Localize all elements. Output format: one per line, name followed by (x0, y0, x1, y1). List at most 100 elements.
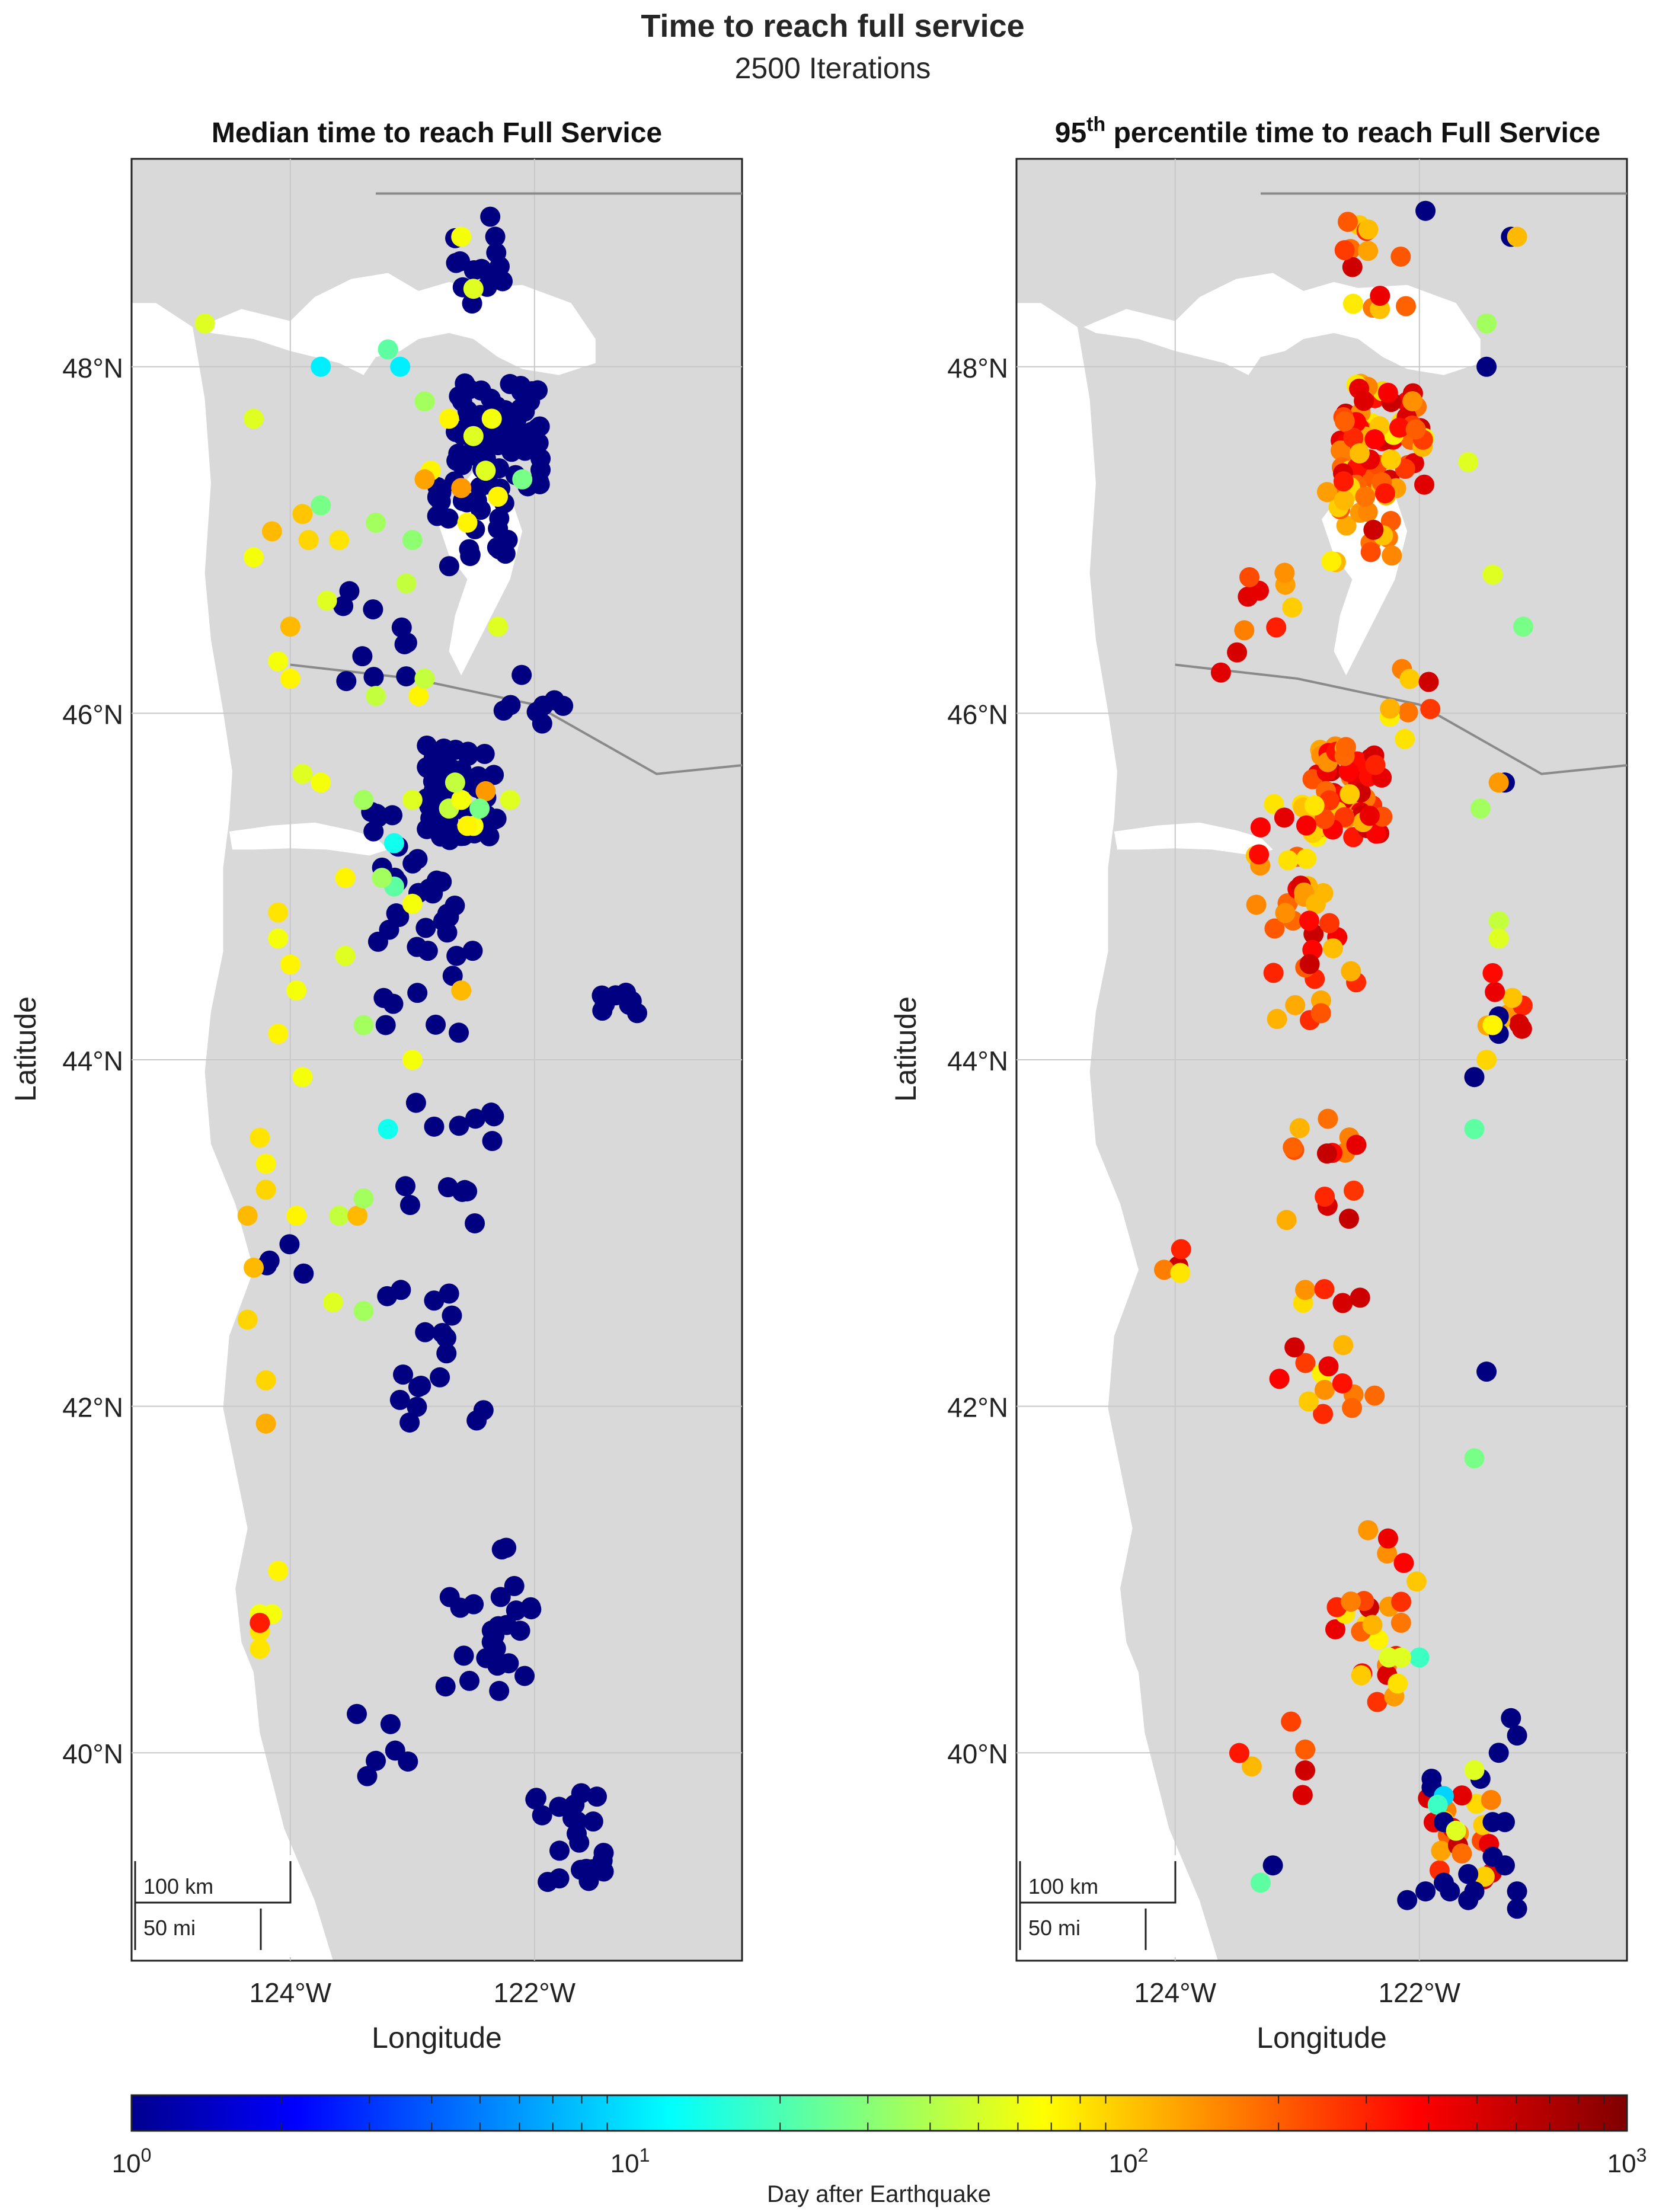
data-point (1452, 1843, 1472, 1864)
data-point (311, 772, 331, 793)
data-point (583, 1811, 603, 1832)
data-point (1488, 911, 1509, 932)
data-point (317, 590, 337, 611)
data-point (508, 422, 529, 443)
data-point (1314, 1278, 1335, 1299)
data-point (512, 469, 533, 490)
data-point (1396, 296, 1417, 317)
data-point (1262, 1855, 1283, 1876)
data-point (1360, 542, 1381, 562)
data-point (347, 1703, 367, 1724)
colorbar: 100 101 102 103 Day after Earthquake (112, 2094, 1647, 2207)
data-point (402, 893, 423, 914)
data-point (250, 1638, 270, 1659)
data-point (335, 868, 356, 888)
data-point (1458, 1890, 1479, 1910)
data-point (367, 931, 388, 952)
data-point (462, 941, 483, 961)
data-point (438, 508, 459, 529)
data-point (352, 646, 373, 667)
y-tick-label: 48°N (947, 353, 1008, 383)
data-point (398, 1751, 418, 1772)
data-point (1284, 1337, 1305, 1358)
panel-95th-scalebar: 100 km 50 mi (1018, 1855, 1178, 1957)
data-point (353, 1300, 374, 1321)
data-point (311, 356, 331, 377)
data-point (1323, 938, 1344, 958)
scalebar-km: 100 km (143, 1874, 213, 1898)
data-point (459, 1670, 480, 1691)
data-point (395, 1176, 415, 1197)
data-point (449, 1022, 469, 1043)
y-tick-label: 42°N (947, 1392, 1008, 1423)
data-point (473, 1400, 494, 1421)
data-point (420, 808, 441, 829)
data-point (1390, 1612, 1411, 1633)
data-point (592, 1850, 613, 1871)
data-point (244, 408, 264, 429)
data-point (261, 521, 282, 542)
data-point (1458, 1863, 1479, 1884)
data-point (1482, 564, 1503, 585)
data-point (1310, 1003, 1331, 1024)
data-point (373, 987, 394, 1008)
panel-95th-xlabel: Longitude (1257, 2021, 1387, 2054)
data-point (484, 810, 504, 830)
data-point (1488, 928, 1509, 949)
data-point (1364, 1385, 1385, 1406)
data-point (1341, 961, 1361, 982)
data-point (396, 666, 417, 687)
data-point (514, 401, 535, 422)
data-point (268, 1024, 289, 1044)
data-point (1402, 391, 1423, 411)
panel-95th: 95th percentile time to reach Full Servi… (889, 113, 1628, 2054)
data-point (1399, 669, 1420, 689)
data-point (504, 1575, 525, 1596)
data-point (1364, 429, 1385, 450)
data-point (485, 226, 506, 247)
data-point (402, 789, 423, 810)
x-tick-label: 122°W (494, 1977, 576, 2008)
data-point (520, 1597, 541, 1618)
data-point (402, 1050, 423, 1070)
data-point (411, 1376, 431, 1396)
data-point (391, 617, 412, 638)
data-point (489, 1680, 510, 1701)
data-point (495, 544, 516, 564)
data-point (402, 853, 423, 874)
data-point (1390, 246, 1411, 267)
data-point (1341, 1591, 1361, 1612)
data-point (1415, 1881, 1436, 1902)
data-point (426, 1014, 446, 1035)
data-point (329, 1206, 350, 1226)
data-point (250, 1613, 270, 1633)
data-point (1476, 1050, 1497, 1070)
data-point (1316, 1143, 1337, 1164)
data-point (1343, 427, 1364, 448)
data-point (430, 1367, 450, 1388)
data-point (383, 833, 404, 854)
data-point (1249, 844, 1270, 865)
data-point (1343, 1180, 1364, 1201)
data-point (415, 918, 436, 938)
data-point (1334, 411, 1355, 431)
data-point (1464, 1760, 1485, 1781)
data-point (442, 1305, 462, 1326)
data-point (1315, 1186, 1335, 1207)
data-point (402, 530, 423, 551)
data-point (446, 252, 466, 273)
data-point (415, 1322, 436, 1342)
data-point (522, 381, 542, 402)
data-point (268, 928, 289, 949)
data-point (1405, 419, 1426, 440)
data-point (255, 1370, 276, 1391)
data-point (592, 1000, 613, 1021)
data-point (465, 1108, 486, 1129)
data-point (1274, 807, 1294, 828)
panel-95th-title: 95th percentile time to reach Full Servi… (1055, 113, 1600, 149)
data-point (451, 226, 472, 247)
data-point (1318, 1356, 1339, 1377)
data-point (1227, 642, 1248, 663)
data-point (414, 469, 435, 490)
